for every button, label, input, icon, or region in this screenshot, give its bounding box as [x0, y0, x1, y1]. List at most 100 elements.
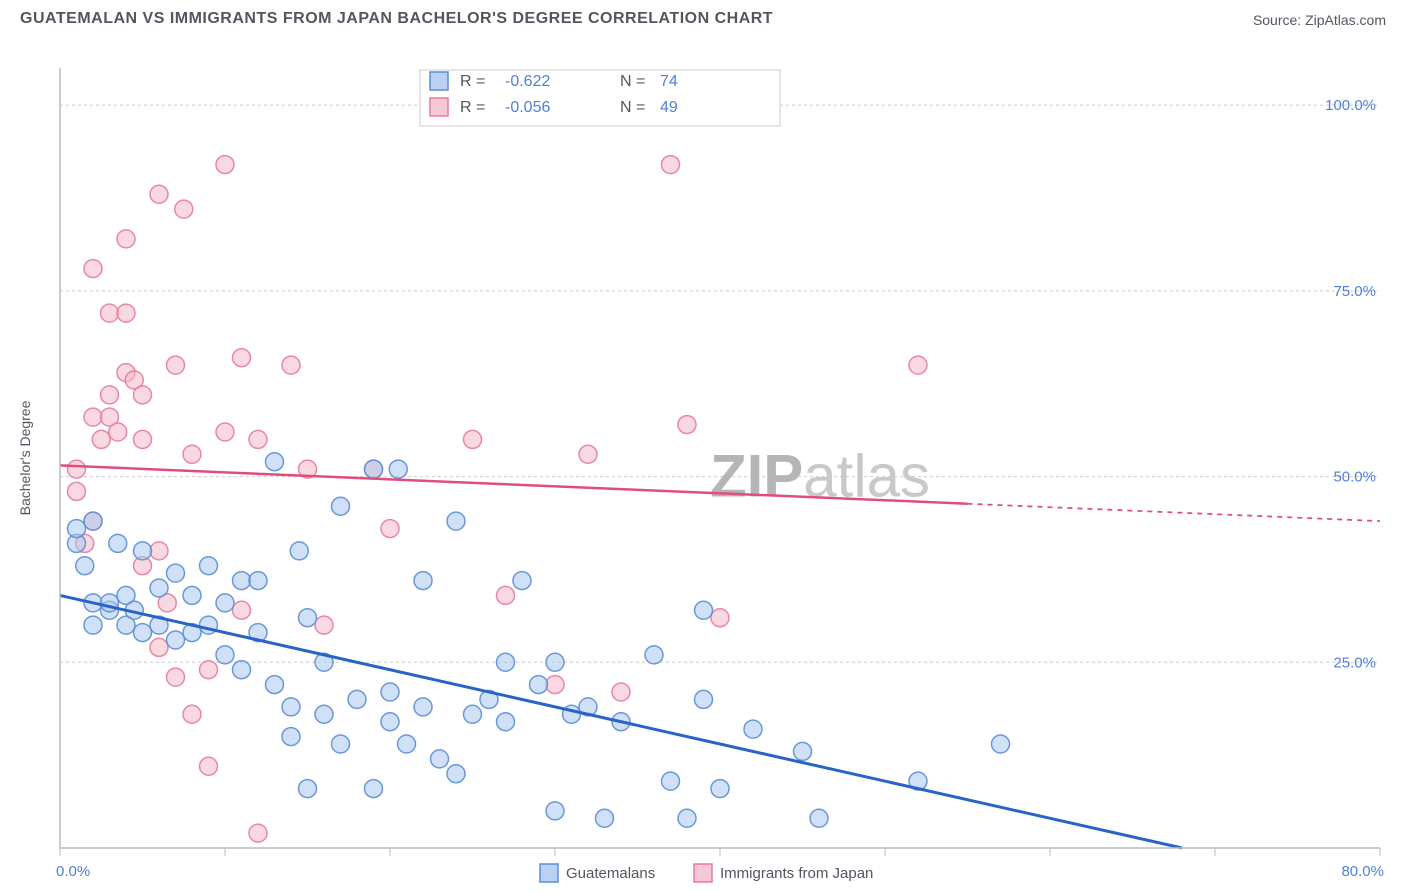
data-point: [794, 742, 812, 760]
data-point: [183, 445, 201, 463]
data-point: [810, 809, 828, 827]
data-point: [84, 408, 102, 426]
header: GUATEMALAN VS IMMIGRANTS FROM JAPAN BACH…: [0, 0, 1406, 28]
y-axis-label: Bachelor's Degree: [17, 400, 33, 515]
source-label: Source: ZipAtlas.com: [1253, 12, 1386, 28]
y-tick-label: 75.0%: [1333, 283, 1376, 300]
data-point: [117, 304, 135, 322]
data-point: [398, 735, 416, 753]
data-point: [678, 416, 696, 434]
y-tick-label: 100.0%: [1325, 97, 1376, 114]
data-point: [695, 601, 713, 619]
data-point: [645, 646, 663, 664]
data-point: [381, 713, 399, 731]
data-point: [381, 520, 399, 538]
data-point: [497, 713, 515, 731]
legend-r-label: R =: [460, 99, 485, 116]
legend-r-value: -0.056: [505, 99, 550, 116]
trend-line-extrapolated: [968, 504, 1381, 521]
data-point: [175, 200, 193, 218]
chart-title: GUATEMALAN VS IMMIGRANTS FROM JAPAN BACH…: [20, 10, 773, 28]
data-point: [992, 735, 1010, 753]
data-point: [84, 616, 102, 634]
data-point: [744, 720, 762, 738]
data-point: [68, 482, 86, 500]
data-point: [579, 445, 597, 463]
bottom-legend-label: Immigrants from Japan: [720, 865, 873, 882]
data-point: [381, 683, 399, 701]
data-point: [150, 638, 168, 656]
data-point: [282, 728, 300, 746]
data-point: [200, 557, 218, 575]
data-point: [711, 780, 729, 798]
data-point: [167, 631, 185, 649]
data-point: [68, 460, 86, 478]
data-point: [266, 676, 284, 694]
data-point: [233, 572, 251, 590]
data-point: [530, 676, 548, 694]
data-point: [497, 586, 515, 604]
data-point: [332, 735, 350, 753]
data-point: [315, 616, 333, 634]
data-point: [299, 609, 317, 627]
trend-line: [60, 595, 1182, 848]
data-point: [389, 460, 407, 478]
y-tick-label: 25.0%: [1333, 654, 1376, 671]
data-point: [233, 661, 251, 679]
data-point: [414, 572, 432, 590]
data-point: [76, 557, 94, 575]
data-point: [109, 423, 127, 441]
data-point: [134, 430, 152, 448]
data-point: [612, 683, 630, 701]
data-point: [183, 705, 201, 723]
data-point: [134, 386, 152, 404]
data-point: [167, 668, 185, 686]
data-point: [68, 520, 86, 538]
data-point: [134, 542, 152, 560]
data-point: [447, 765, 465, 783]
data-point: [167, 564, 185, 582]
data-point: [84, 260, 102, 278]
data-point: [150, 542, 168, 560]
data-point: [909, 356, 927, 374]
legend-n-label: N =: [620, 99, 645, 116]
data-point: [282, 698, 300, 716]
bottom-legend-label: Guatemalans: [566, 865, 655, 882]
data-point: [315, 705, 333, 723]
data-point: [299, 780, 317, 798]
data-point: [134, 624, 152, 642]
data-point: [464, 705, 482, 723]
data-point: [546, 676, 564, 694]
legend-n-label: N =: [620, 73, 645, 90]
data-point: [596, 809, 614, 827]
source-value: ZipAtlas.com: [1305, 12, 1386, 28]
data-point: [101, 304, 119, 322]
data-point: [365, 460, 383, 478]
data-point: [216, 594, 234, 612]
data-point: [200, 757, 218, 775]
data-point: [662, 772, 680, 790]
data-point: [332, 497, 350, 515]
source-prefix: Source:: [1253, 12, 1305, 28]
data-point: [249, 824, 267, 842]
data-point: [678, 809, 696, 827]
y-tick-label: 50.0%: [1333, 469, 1376, 486]
data-point: [497, 653, 515, 671]
legend-r-value: -0.622: [505, 73, 550, 90]
data-point: [249, 430, 267, 448]
x-tick-label: 0.0%: [56, 863, 90, 880]
x-tick-label: 80.0%: [1341, 863, 1384, 880]
data-point: [167, 356, 185, 374]
data-point: [216, 423, 234, 441]
data-point: [249, 572, 267, 590]
bottom-legend-swatch: [540, 864, 558, 882]
data-point: [233, 349, 251, 367]
data-point: [216, 646, 234, 664]
data-point: [150, 579, 168, 597]
bottom-legend-swatch: [694, 864, 712, 882]
data-point: [348, 690, 366, 708]
data-point: [109, 534, 127, 552]
data-point: [546, 802, 564, 820]
chart-svg: ZIPatlas0.0%80.0%25.0%50.0%75.0%100.0%Ba…: [0, 28, 1406, 892]
legend-swatch: [430, 72, 448, 90]
